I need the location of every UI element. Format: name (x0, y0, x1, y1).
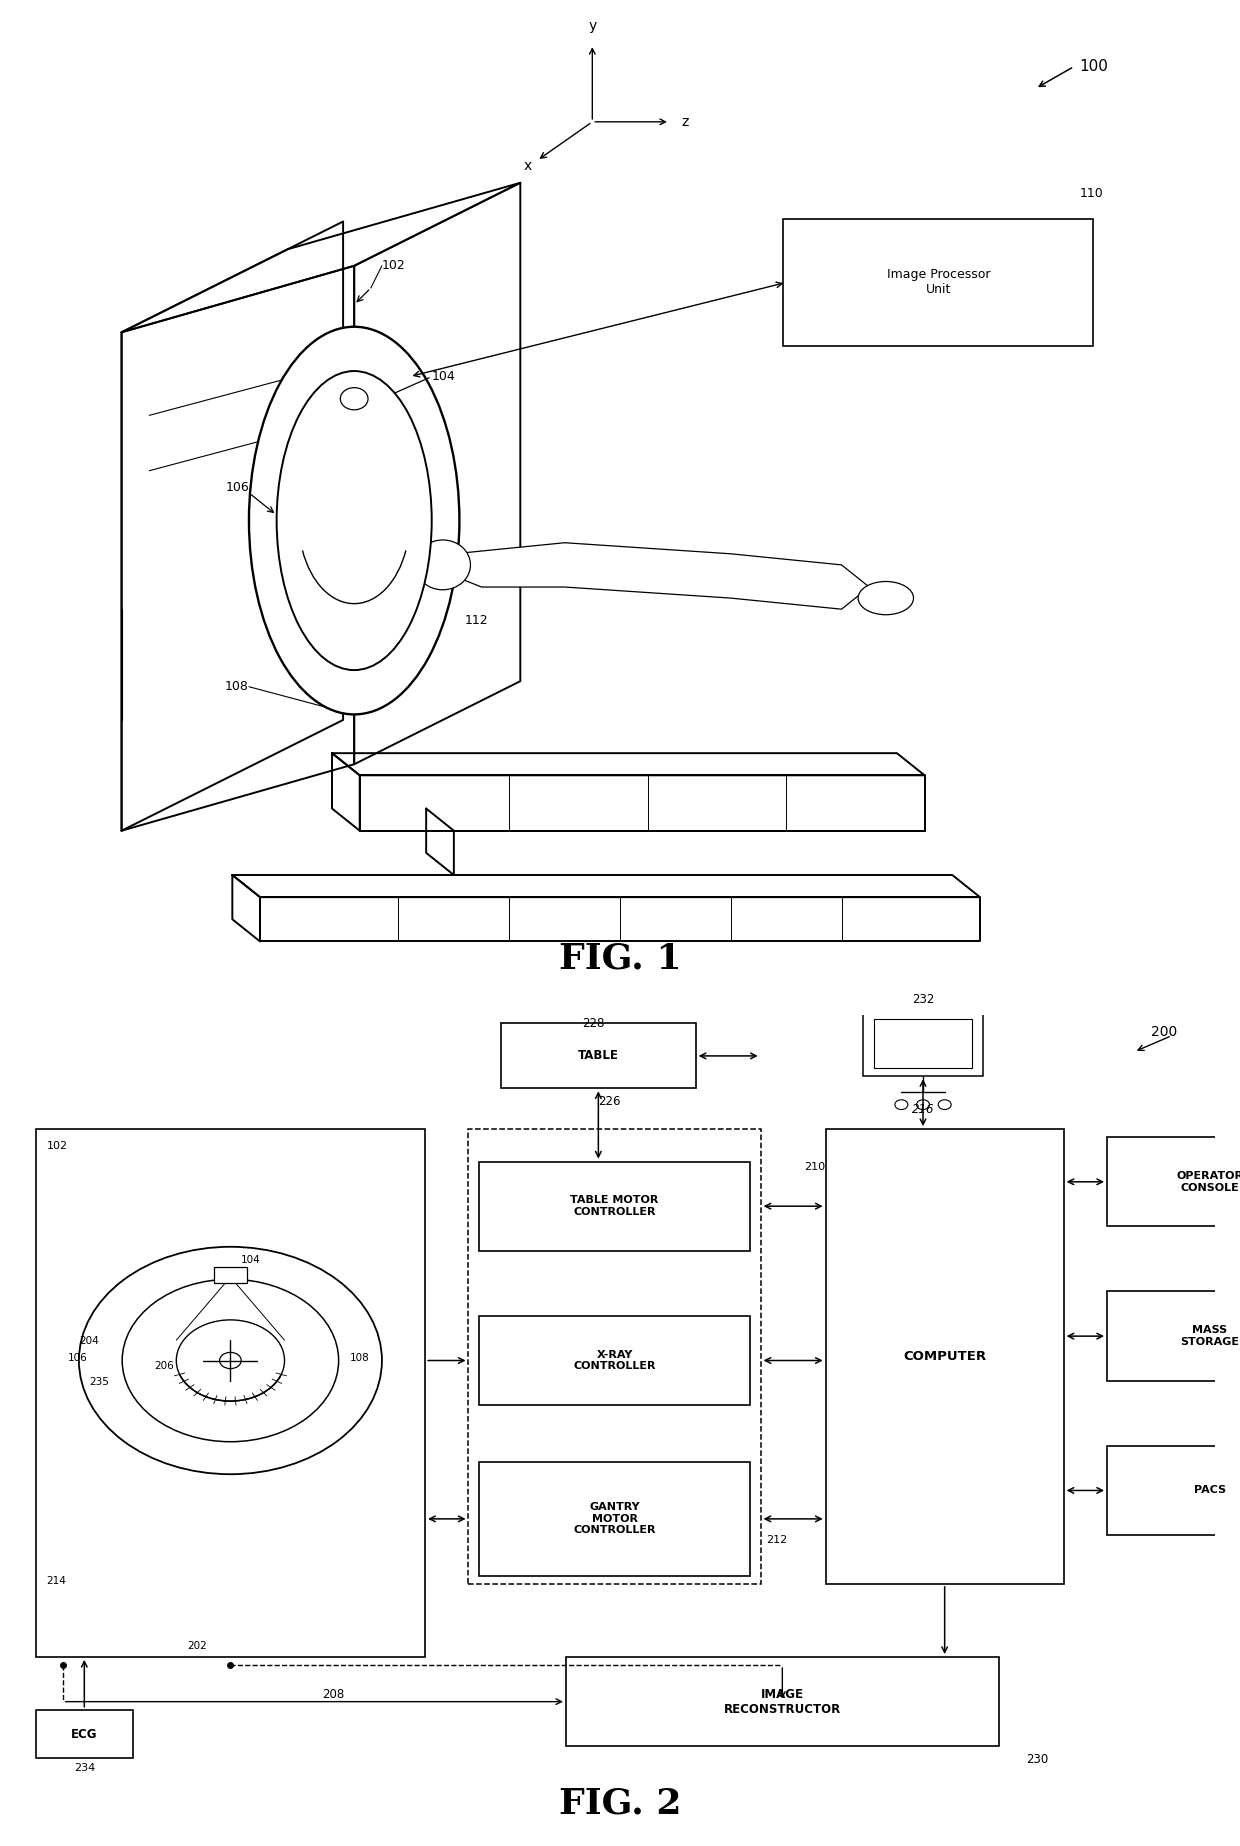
Text: ECG: ECG (71, 1728, 98, 1741)
FancyBboxPatch shape (501, 1023, 696, 1089)
Text: TABLE MOTOR
CONTROLLER: TABLE MOTOR CONTROLLER (570, 1196, 658, 1217)
Text: 108: 108 (226, 679, 249, 694)
Text: 235: 235 (89, 1377, 109, 1386)
Text: 232: 232 (911, 993, 934, 1006)
FancyBboxPatch shape (480, 1462, 750, 1576)
FancyBboxPatch shape (565, 1658, 998, 1746)
Text: 206: 206 (155, 1361, 175, 1370)
Text: 106: 106 (226, 480, 249, 495)
Text: GANTRY
MOTOR
CONTROLLER: GANTRY MOTOR CONTROLLER (573, 1503, 656, 1536)
FancyBboxPatch shape (215, 1266, 247, 1283)
FancyBboxPatch shape (874, 1019, 972, 1069)
Text: 208: 208 (322, 1687, 345, 1700)
Text: 228: 228 (582, 1017, 604, 1030)
FancyBboxPatch shape (480, 1316, 750, 1405)
Text: x: x (523, 159, 532, 174)
Text: COMPUTER: COMPUTER (903, 1349, 986, 1362)
FancyBboxPatch shape (36, 1130, 425, 1658)
Text: 104: 104 (432, 369, 455, 384)
FancyBboxPatch shape (480, 1161, 750, 1252)
FancyBboxPatch shape (1107, 1445, 1240, 1536)
Polygon shape (454, 543, 869, 609)
Text: 100: 100 (1080, 59, 1109, 74)
Text: 104: 104 (242, 1255, 260, 1265)
Ellipse shape (415, 539, 470, 591)
Ellipse shape (277, 371, 432, 670)
Text: MASS
STORAGE: MASS STORAGE (1180, 1325, 1239, 1348)
Text: 200: 200 (1151, 1025, 1177, 1039)
Text: 214: 214 (46, 1576, 66, 1586)
Text: FIG. 1: FIG. 1 (559, 941, 681, 975)
Text: TABLE: TABLE (578, 1049, 619, 1063)
Text: 202: 202 (187, 1641, 207, 1650)
Ellipse shape (858, 581, 914, 615)
Text: 102: 102 (382, 258, 405, 273)
Text: Image Processor
Unit: Image Processor Unit (887, 268, 991, 297)
Text: 102: 102 (46, 1141, 67, 1152)
FancyBboxPatch shape (36, 1709, 133, 1759)
Text: 108: 108 (350, 1353, 370, 1362)
Text: X-RAY
CONTROLLER: X-RAY CONTROLLER (573, 1349, 656, 1372)
Ellipse shape (340, 388, 368, 410)
FancyBboxPatch shape (1107, 1292, 1240, 1381)
Text: IMAGE
RECONSTRUCTOR: IMAGE RECONSTRUCTOR (724, 1687, 841, 1715)
FancyBboxPatch shape (784, 220, 1094, 347)
Text: 110: 110 (1080, 186, 1104, 201)
Text: 106: 106 (68, 1353, 88, 1362)
FancyBboxPatch shape (826, 1130, 1064, 1584)
Text: z: z (681, 114, 688, 129)
Text: FIG. 2: FIG. 2 (559, 1787, 681, 1820)
Text: OPERATOR
CONSOLE: OPERATOR CONSOLE (1177, 1170, 1240, 1193)
Text: 230: 230 (1025, 1752, 1048, 1765)
Text: 210: 210 (805, 1161, 826, 1172)
Text: 212: 212 (766, 1536, 787, 1545)
FancyBboxPatch shape (1107, 1137, 1240, 1226)
Text: 216: 216 (911, 1102, 934, 1115)
Text: 234: 234 (73, 1763, 95, 1772)
FancyBboxPatch shape (863, 1012, 982, 1076)
Text: y: y (588, 18, 596, 33)
Text: 112: 112 (465, 613, 489, 628)
Text: 226: 226 (598, 1095, 620, 1108)
Text: PACS: PACS (1194, 1486, 1226, 1495)
Text: 204: 204 (79, 1337, 99, 1346)
Ellipse shape (249, 327, 459, 714)
